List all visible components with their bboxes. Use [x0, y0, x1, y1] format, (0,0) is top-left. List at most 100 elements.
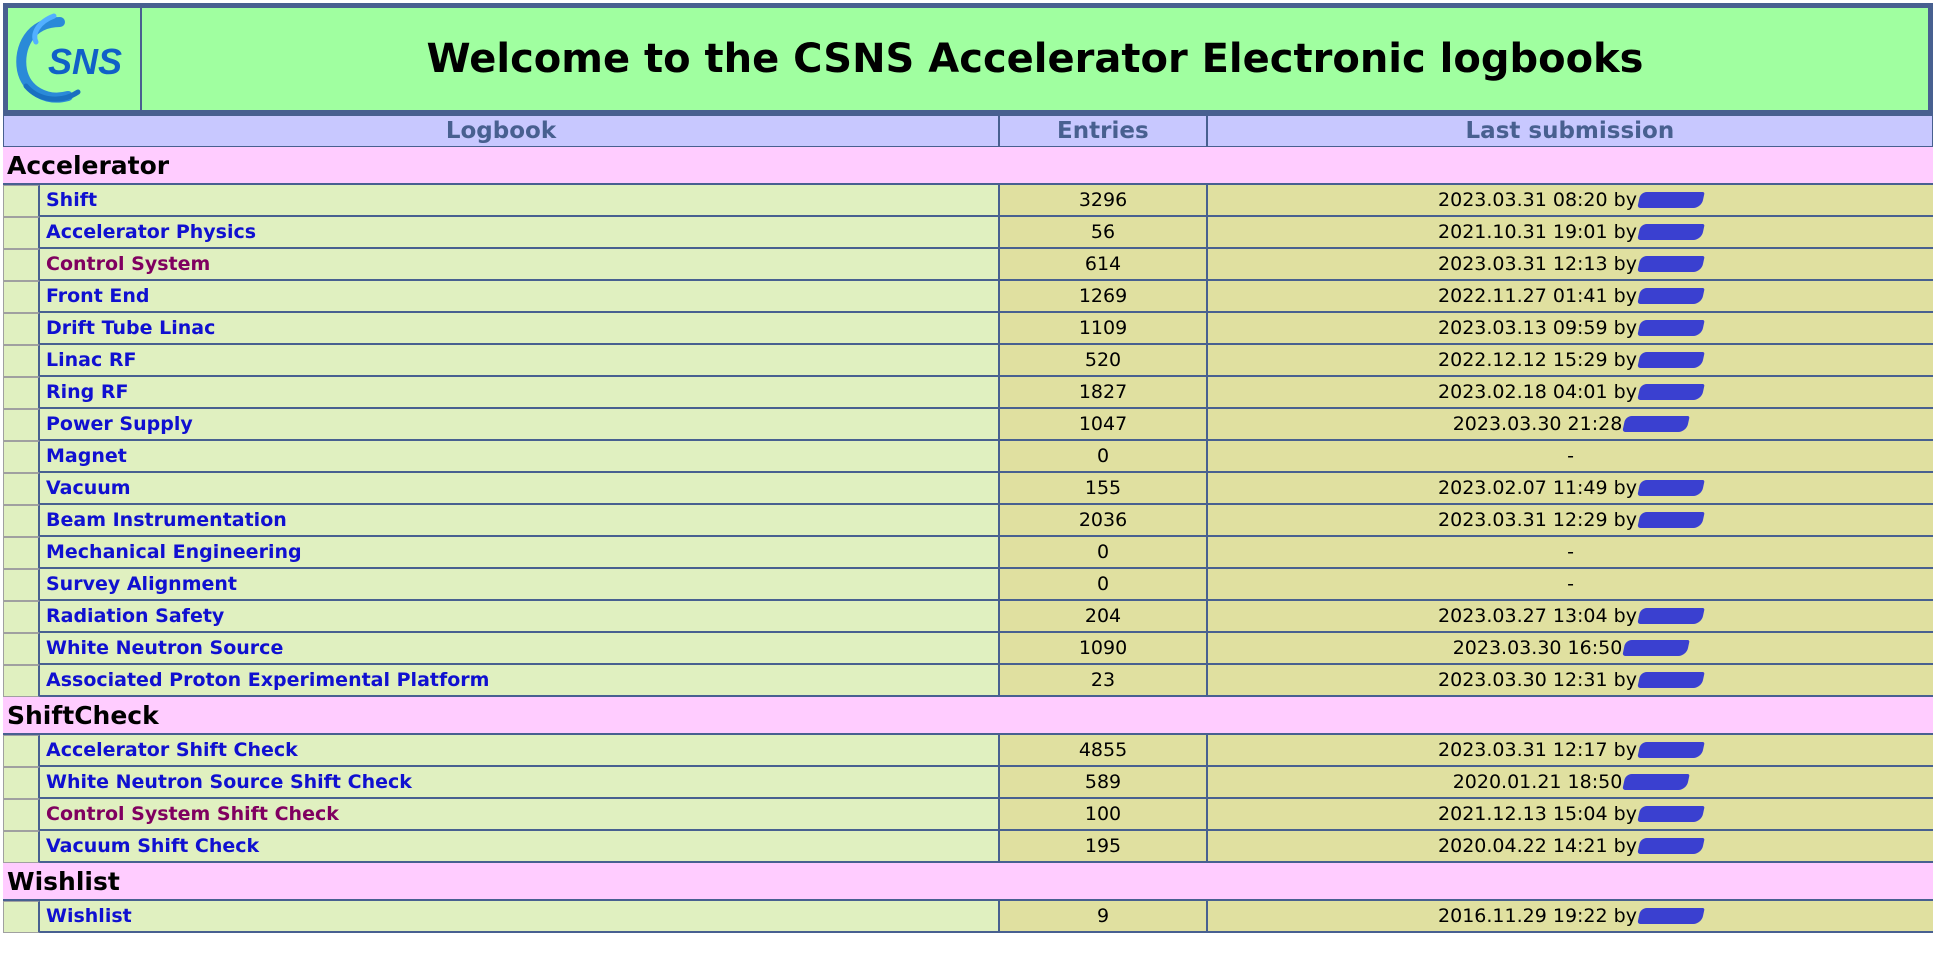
column-header-row: Logbook Entries Last submission [3, 115, 1933, 147]
logbook-link[interactable]: Vacuum Shift Check [46, 835, 260, 857]
logbook-row: Accelerator Shift Check 4855 2023.03.31 12… [3, 735, 1933, 767]
logbook-link[interactable]: Shift [46, 189, 98, 211]
entries-count: 1047 [1000, 409, 1208, 441]
logbook-name-cell: Linac RF [40, 345, 1000, 377]
row-spacer-cell [3, 601, 40, 633]
logbook-row: Survey Alignment 0 - [3, 569, 1933, 601]
redacted-author [1622, 416, 1690, 432]
last-submission-cell: - [1208, 441, 1933, 473]
row-spacer-cell [3, 409, 40, 441]
page-title: Welcome to the CSNS Accelerator Electron… [426, 36, 1644, 82]
column-header-last-submission[interactable]: Last submission [1465, 118, 1675, 144]
last-submission-text: 2023.03.30 12:31 by [1438, 669, 1637, 691]
logbook-row: Vacuum 155 2023.02.07 11:49 by [3, 473, 1933, 505]
redacted-author [1637, 608, 1705, 624]
entries-count: 100 [1000, 799, 1208, 831]
redacted-author [1622, 640, 1690, 656]
csns-logo[interactable]: SNS [8, 8, 142, 110]
logbook-name-cell: Radiation Safety [40, 601, 1000, 633]
entries-count: 2036 [1000, 505, 1208, 537]
logo-icon: SNS [16, 13, 122, 103]
page-header: SNS Welcome to the CSNS Accelerator Elec… [3, 3, 1933, 115]
last-submission-text: 2022.12.12 15:29 by [1438, 349, 1637, 371]
redacted-author [1637, 288, 1705, 304]
last-submission-cell: 2023.03.31 12:13 by [1208, 249, 1933, 281]
group-header: Accelerator [3, 147, 1933, 185]
column-header-entries[interactable]: Entries [1000, 116, 1208, 146]
row-spacer-cell [3, 735, 40, 767]
logbook-link[interactable]: Linac RF [46, 349, 137, 371]
entries-count: 4855 [1000, 735, 1208, 767]
logbook-link[interactable]: Accelerator Shift Check [46, 739, 298, 761]
column-header-logbook[interactable]: Logbook [4, 116, 1000, 146]
logbook-name-cell: Front End [40, 281, 1000, 313]
logbook-name-cell: Magnet [40, 441, 1000, 473]
logbook-row: Power Supply 1047 2023.03.30 21:28 [3, 409, 1933, 441]
logbook-link[interactable]: Wishlist [46, 905, 132, 927]
logbook-row: Mechanical Engineering 0 - [3, 537, 1933, 569]
last-submission-cell: - [1208, 569, 1933, 601]
last-submission-text: 2020.01.21 18:50 [1452, 771, 1623, 793]
logbook-name-cell: White Neutron Source Shift Check [40, 767, 1000, 799]
entries-count: 1109 [1000, 313, 1208, 345]
logbook-link[interactable]: Mechanical Engineering [46, 541, 302, 563]
row-spacer-cell [3, 345, 40, 377]
logbook-link[interactable]: Associated Proton Experimental Platform [46, 669, 490, 691]
logbook-name-cell: Associated Proton Experimental Platform [40, 665, 1000, 697]
redacted-author [1637, 384, 1705, 400]
logbook-link[interactable]: Drift Tube Linac [46, 317, 216, 339]
logbook-link[interactable]: Power Supply [46, 413, 193, 435]
logbook-link[interactable]: Accelerator Physics [46, 221, 257, 243]
logbook-link[interactable]: Radiation Safety [46, 605, 225, 627]
logbook-name-cell: Control System Shift Check [40, 799, 1000, 831]
last-submission-cell: 2023.03.30 21:28 [1208, 409, 1933, 441]
redacted-author [1637, 672, 1705, 688]
logbook-row: Magnet 0 - [3, 441, 1933, 473]
logbook-name-cell: Mechanical Engineering [40, 537, 1000, 569]
last-submission-text: 2023.03.31 12:29 by [1438, 509, 1637, 531]
entries-count: 1827 [1000, 377, 1208, 409]
logbook-link[interactable]: Magnet [46, 445, 127, 467]
last-submission-text: - [1567, 541, 1574, 563]
group-header: ShiftCheck [3, 697, 1933, 735]
logbook-row: Ring RF 1827 2023.02.18 04:01 by [3, 377, 1933, 409]
logbook-link[interactable]: Control System Shift Check [46, 803, 339, 825]
redacted-author [1637, 224, 1705, 240]
last-submission-text: 2022.11.27 01:41 by [1438, 285, 1637, 307]
logbook-name-cell: Ring RF [40, 377, 1000, 409]
row-spacer-cell [3, 767, 40, 799]
last-submission-cell: 2020.01.21 18:50 [1208, 767, 1933, 799]
logbook-link[interactable]: Ring RF [46, 381, 129, 403]
logbook-row: Drift Tube Linac 1109 2023.03.13 09:59 by [3, 313, 1933, 345]
row-spacer-cell [3, 185, 40, 217]
entries-count: 614 [1000, 249, 1208, 281]
entries-count: 155 [1000, 473, 1208, 505]
row-spacer-cell [3, 313, 40, 345]
page: SNS Welcome to the CSNS Accelerator Elec… [3, 3, 1933, 933]
last-submission-cell: 2023.03.30 12:31 by [1208, 665, 1933, 697]
entries-count: 9 [1000, 901, 1208, 933]
logbook-table: Logbook Entries Last submission Accelera… [3, 115, 1933, 933]
redacted-author [1637, 320, 1705, 336]
logbook-link[interactable]: Vacuum [46, 477, 131, 499]
entries-count: 0 [1000, 441, 1208, 473]
row-spacer-cell [3, 217, 40, 249]
logbook-row: Wishlist 9 2016.11.29 19:22 by [3, 901, 1933, 933]
row-spacer-cell [3, 831, 40, 863]
logbook-link[interactable]: Front End [46, 285, 150, 307]
logbook-link[interactable]: Survey Alignment [46, 573, 238, 595]
last-submission-text: 2023.02.18 04:01 by [1438, 381, 1637, 403]
row-spacer-cell [3, 633, 40, 665]
redacted-author [1637, 742, 1705, 758]
entries-count: 1090 [1000, 633, 1208, 665]
logbook-row: Beam Instrumentation 2036 2023.03.31 12:29… [3, 505, 1933, 537]
row-spacer-cell [3, 569, 40, 601]
logbook-link[interactable]: White Neutron Source Shift Check [46, 771, 412, 793]
logbook-link[interactable]: Beam Instrumentation [46, 509, 287, 531]
last-submission-text: - [1567, 445, 1574, 467]
last-submission-cell: 2022.11.27 01:41 by [1208, 281, 1933, 313]
entries-count: 0 [1000, 537, 1208, 569]
entries-count: 520 [1000, 345, 1208, 377]
logbook-link[interactable]: Control System [46, 253, 211, 275]
logbook-link[interactable]: White Neutron Source [46, 637, 284, 659]
